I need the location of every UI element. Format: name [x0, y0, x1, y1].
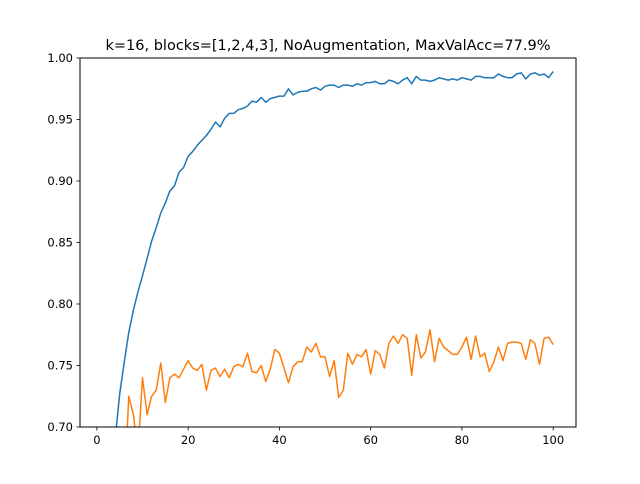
series-line-train [115, 71, 554, 427]
x-tick-label: 60 [363, 433, 378, 447]
chart-title: k=16, blocks=[1,2,4,3], NoAugmentation, … [106, 38, 551, 54]
series-line-validation [126, 329, 554, 427]
y-tick-label: 1.00 [47, 51, 73, 65]
y-tick-label: 0.95 [47, 113, 73, 127]
x-tick-label: 80 [455, 433, 470, 447]
x-tick-label: 100 [542, 433, 564, 447]
y-tick-label: 0.85 [47, 236, 73, 250]
y-tick-label: 0.90 [47, 174, 73, 188]
x-tick-label: 0 [93, 433, 100, 447]
y-tick-label: 0.75 [47, 359, 73, 373]
y-tick-label: 0.80 [47, 297, 73, 311]
x-tick-label: 20 [181, 433, 196, 447]
y-tick-label: 0.70 [47, 420, 73, 434]
x-tick-label: 40 [272, 433, 287, 447]
